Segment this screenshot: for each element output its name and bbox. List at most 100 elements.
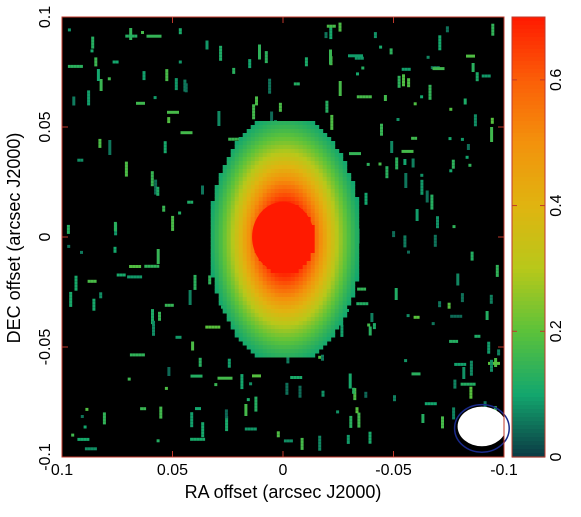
noise-pixel — [385, 175, 389, 179]
source-pixel — [346, 273, 352, 278]
source-pixel — [246, 277, 252, 282]
noise-pixel — [336, 410, 340, 414]
source-pixel — [218, 233, 224, 238]
noise-pixel — [116, 273, 120, 277]
source-pixel — [238, 217, 244, 222]
noise-pixel — [171, 215, 175, 219]
source-pixel — [242, 237, 248, 242]
source-pixel — [314, 345, 320, 350]
source-pixel — [350, 197, 356, 202]
source-pixel — [334, 285, 340, 290]
noise-pixel — [436, 225, 439, 229]
source-pixel — [254, 197, 260, 202]
source-pixel — [230, 245, 236, 250]
source-pixel — [302, 345, 308, 350]
noise-pixel — [466, 54, 469, 58]
source-pixel — [210, 273, 216, 278]
source-pixel — [254, 133, 260, 138]
source-pixel — [218, 197, 224, 202]
source-pixel — [346, 197, 352, 202]
noise-pixel — [74, 281, 78, 285]
source-pixel — [270, 345, 276, 350]
source-pixel — [330, 281, 336, 286]
noise-pixel — [252, 374, 255, 378]
source-pixel — [238, 329, 244, 334]
x-tick-label: 0.1 — [51, 462, 73, 479]
source-pixel — [282, 165, 288, 170]
source-pixel — [234, 169, 240, 174]
noise-pixel — [373, 32, 377, 36]
source-pixel — [290, 285, 296, 290]
noise-pixel — [252, 110, 256, 114]
source-pixel — [242, 297, 248, 302]
source-pixel — [290, 181, 296, 186]
source-pixel — [226, 209, 232, 214]
noise-pixel — [254, 408, 258, 412]
noise-pixel — [154, 179, 158, 183]
noise-pixel — [424, 402, 428, 406]
source-pixel — [330, 177, 336, 182]
noise-pixel — [144, 264, 148, 268]
source-pixel — [350, 269, 356, 274]
source-pixel — [222, 269, 228, 274]
source-pixel — [322, 285, 328, 290]
noise-pixel — [246, 398, 250, 402]
source-pixel — [286, 173, 292, 178]
source-pixel — [286, 181, 292, 186]
noise-pixel — [469, 389, 473, 393]
noise-pixel — [469, 386, 473, 390]
source-pixel — [306, 197, 312, 202]
source-pixel — [250, 193, 256, 198]
noise-pixel — [447, 302, 451, 306]
noise-pixel — [108, 143, 112, 146]
source-pixel — [270, 153, 276, 158]
noise-pixel — [142, 74, 146, 78]
noise-pixel — [240, 380, 244, 384]
source-pixel — [326, 329, 332, 334]
source-pixel — [318, 193, 324, 198]
colorbar-band — [512, 285, 545, 290]
source-pixel — [342, 281, 348, 286]
noise-pixel — [451, 159, 455, 163]
source-pixel — [310, 249, 316, 254]
noise-pixel — [151, 315, 154, 319]
source-pixel — [266, 129, 272, 134]
noise-pixel — [456, 282, 460, 286]
source-pixel — [314, 281, 320, 286]
source-pixel — [266, 333, 272, 338]
source-pixel — [318, 337, 324, 342]
source-pixel — [354, 269, 360, 274]
noise-pixel — [490, 359, 493, 363]
source-pixel — [234, 273, 240, 278]
source-pixel — [318, 149, 324, 154]
source-pixel — [234, 221, 240, 226]
source-pixel — [242, 317, 248, 322]
noise-pixel — [438, 304, 442, 308]
source-pixel — [322, 241, 328, 246]
source-pixel — [258, 177, 264, 182]
source-pixel — [338, 217, 344, 222]
noise-pixel — [413, 315, 417, 319]
source-pixel — [246, 213, 252, 218]
source-pixel — [334, 305, 340, 310]
noise-pixel — [163, 144, 167, 148]
source-pixel — [238, 165, 244, 170]
source-pixel — [218, 193, 224, 198]
source-pixel — [314, 245, 320, 250]
noise-pixel — [193, 286, 197, 290]
source-pixel — [314, 341, 320, 346]
source-pixel — [278, 305, 284, 310]
source-pixel — [230, 161, 236, 166]
source-pixel — [334, 161, 340, 166]
noise-pixel — [358, 152, 361, 156]
source-pixel — [246, 177, 252, 182]
source-pixel — [242, 333, 248, 338]
source-pixel — [326, 313, 332, 318]
noise-pixel — [201, 422, 205, 426]
noise-pixel — [403, 159, 407, 162]
source-pixel — [326, 257, 332, 262]
source-pixel — [226, 213, 232, 218]
noise-pixel — [258, 56, 261, 60]
noise-pixel — [474, 334, 478, 338]
source-pixel — [234, 261, 240, 266]
